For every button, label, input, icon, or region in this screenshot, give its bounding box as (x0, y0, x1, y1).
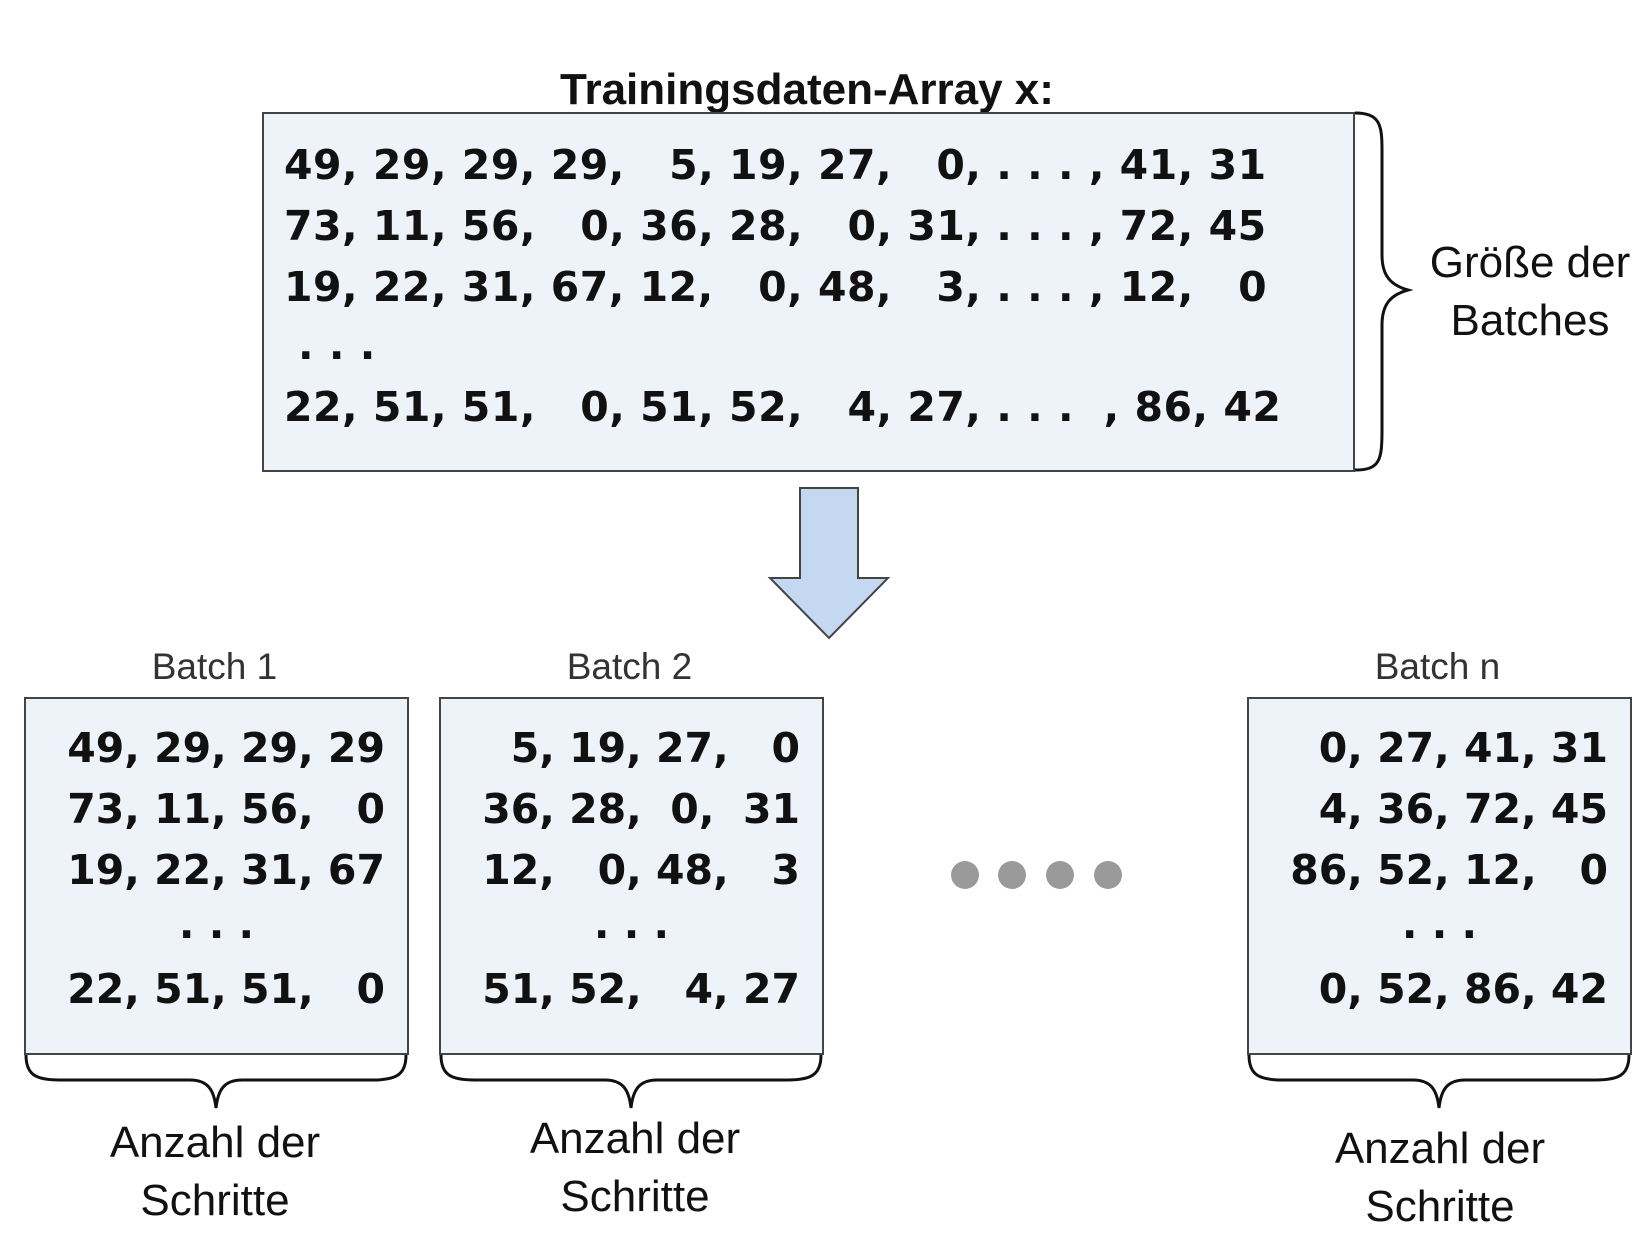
array-row: 49, 29, 29, 29, 5, 19, 27, 0, . . . , 41… (284, 141, 1267, 189)
batch-row: 19, 22, 31, 67 (67, 846, 385, 894)
batch-row: 0, 27, 41, 31 (1318, 724, 1608, 772)
right-brace-icon (1354, 111, 1414, 472)
batch-1-label: Batch 1 (151, 646, 278, 687)
batch-row: 86, 52, 12, 0 (1290, 846, 1608, 894)
batch-2-label: Batch 2 (566, 646, 693, 687)
bottom-brace-icon (24, 1054, 408, 1109)
batch-ellipsis: . . . (593, 900, 670, 948)
batch-row: 73, 11, 56, 0 (67, 785, 385, 833)
array-row: 73, 11, 56, 0, 36, 28, 0, 31, . . . , 72… (284, 202, 1267, 250)
batch-size-label: Größe der Batches (1429, 238, 1631, 345)
down-arrow-icon (767, 487, 891, 640)
batch-row: 12, 0, 48, 3 (482, 846, 800, 894)
diagram-title: Trainingsdaten-Array x: (560, 65, 1054, 114)
array-row: 19, 22, 31, 67, 12, 0, 48, 3, . . . , 12… (284, 263, 1268, 311)
steps-label-batch-2: Anzahl der Schritte (529, 1114, 741, 1221)
batch-n-box: 0, 27, 41, 31 4, 36, 72, 45 86, 52, 12, … (1247, 697, 1632, 1055)
batch-row: 51, 52, 4, 27 (482, 965, 800, 1013)
batch-row: 36, 28, 0, 31 (482, 785, 800, 833)
batch-ellipsis: . . . (178, 900, 255, 948)
bottom-brace-icon (439, 1054, 823, 1109)
training-data-array: 49, 29, 29, 29, 5, 19, 27, 0, . . . , 41… (262, 112, 1355, 472)
array-ellipsis: . . . (298, 321, 376, 369)
steps-label-batch-1: Anzahl der Schritte (109, 1118, 321, 1225)
batch-1-box: 49, 29, 29, 29 73, 11, 56, 0 19, 22, 31,… (24, 697, 409, 1055)
batch-2-box: 5, 19, 27, 0 36, 28, 0, 31 12, 0, 48, 3 … (439, 697, 824, 1055)
batch-ellipsis: . . . (1401, 900, 1478, 948)
batch-row: 49, 29, 29, 29 (67, 724, 385, 772)
batch-row: 22, 51, 51, 0 (67, 965, 385, 1013)
batch-row: 0, 52, 86, 42 (1318, 965, 1608, 1013)
batch-row: 5, 19, 27, 0 (510, 724, 800, 772)
array-row: 22, 51, 51, 0, 51, 52, 4, 27, . . . , 86… (284, 383, 1282, 431)
bottom-brace-icon (1247, 1054, 1631, 1109)
batch-row: 4, 36, 72, 45 (1318, 785, 1608, 833)
more-batches-dots-icon (951, 861, 1122, 889)
batch-n-label: Batch n (1374, 646, 1501, 687)
steps-label-batch-n: Anzahl der Schritte (1334, 1124, 1546, 1231)
